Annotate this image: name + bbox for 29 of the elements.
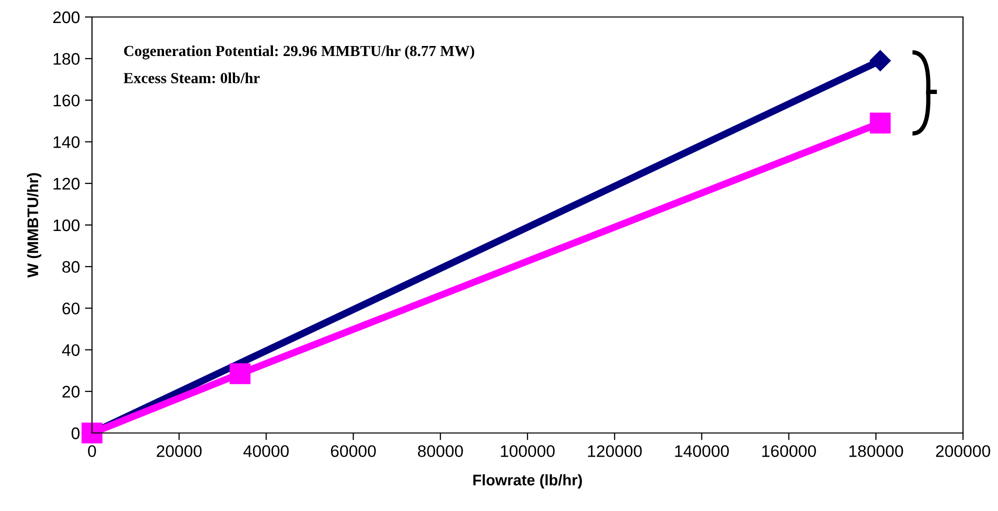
y-tick-label: 120 [54,178,80,190]
y-tick-label: 200 [53,11,80,24]
y-tick-label: 80 [62,261,80,273]
x-tick-label: 80000 [418,445,463,458]
x-tick-label: 200000 [936,445,990,458]
x-tick-label: 0 [88,445,96,458]
point [870,112,891,134]
x-tick-label: 160000 [762,445,816,458]
point [870,50,891,72]
annotation: Excess Steam: 0lb/hr [124,72,260,84]
x-axis-title: Flowrate (lb/hr) [473,474,582,488]
y-tick-label: 180 [54,53,80,65]
x-tick-label: 100000 [500,445,555,458]
y-tick-label: 60 [62,302,80,314]
y-tick-label: 0 [72,427,80,440]
y-tick-label: 40 [62,344,80,356]
annotation: Cogeneration Potential: 29.96 MMBTU/hr (8.77 MW) [124,45,474,60]
y-tick-label: 140 [54,136,80,148]
x-tick-label: 140000 [675,445,729,458]
x-tick-label: 60000 [330,445,376,458]
y-tick-label: 160 [54,94,80,106]
point [230,363,250,384]
x-tick-label: 120000 [588,445,642,458]
x-tick-label: 40000 [243,445,289,458]
x-tick-label: 20000 [156,445,202,458]
x-tick-label: 180000 [849,445,904,458]
y-tick-label: 100 [54,219,80,232]
y-axis-title: W (MMBTU/hr) [27,173,42,278]
y-tick-label: 20 [62,386,80,398]
